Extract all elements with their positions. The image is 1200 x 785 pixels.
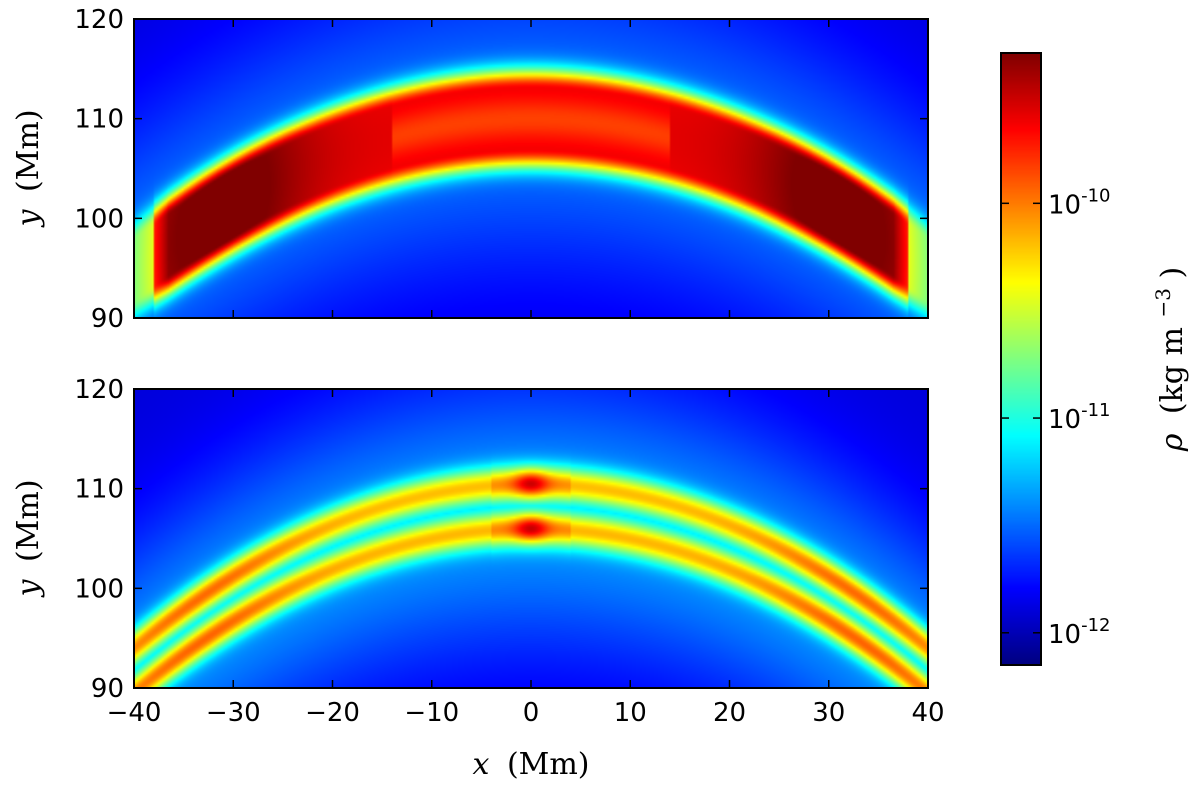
colorbar-label-unit: (kg m [1155, 327, 1190, 414]
top-y-tick-labels: 90 100 110 120 [74, 5, 124, 334]
x-tick-label: −20 [305, 698, 360, 728]
bottom-y-tick-labels: 90 100 110 120 [74, 375, 124, 704]
bottom-y-axis-label: y (Mm) [11, 479, 46, 598]
colorbar-tick-label: 10-10 [1048, 185, 1111, 220]
top-y-tick-label: 110 [74, 105, 124, 135]
top-density-panel: 90 100 110 120 y (Mm) [11, 5, 929, 334]
bottom-y-tick-label: 110 [74, 475, 124, 505]
x-tick-label: −10 [404, 698, 459, 728]
x-tick-label: 0 [523, 698, 540, 728]
colorbar-tick-label: 10-12 [1048, 615, 1111, 650]
x-tick-label: 10 [614, 698, 647, 728]
bottom-density-map [134, 389, 928, 688]
x-tick-label: 40 [911, 698, 944, 728]
colorbar-tick-label: 10-11 [1048, 400, 1111, 435]
colorbar-label-close: ) [1155, 267, 1190, 279]
bottom-y-tick-label: 100 [74, 574, 124, 604]
colorbar: 10-10 10-11 10-12 ρ (kg m −3 ) [1000, 52, 1190, 666]
top-y-tick-label: 90 [91, 304, 124, 334]
colorbar-label: ρ (kg m −3 ) [1143, 267, 1190, 453]
x-tick-label: 20 [713, 698, 746, 728]
top-y-axis-label: y (Mm) [11, 109, 46, 228]
bottom-y-tick-label: 120 [74, 375, 124, 405]
x-tick-label: −40 [107, 698, 162, 728]
x-tick-label: −30 [206, 698, 261, 728]
top-y-tick-label: 100 [74, 204, 124, 234]
colorbar-frame [1000, 52, 1042, 666]
x-axis-unit: (Mm) [507, 747, 590, 782]
top-y-axis-var: y [11, 209, 46, 229]
colorbar-label-symbol: ρ [1155, 433, 1190, 452]
bottom-x-tick-labels: −40 −30 −20 −10 0 10 20 30 40 [107, 698, 945, 728]
top-density-map [134, 19, 928, 318]
colorbar-gradient [1001, 53, 1041, 665]
bottom-y-tick-label: 90 [91, 674, 124, 704]
x-tick-label: 30 [812, 698, 845, 728]
bottom-y-axis-var: y [11, 579, 46, 599]
bottom-ticks [133, 388, 929, 689]
bottom-density-panel: 90 100 110 120 −40 −30 −20 −10 0 10 20 30 40 y (Mm)… [11, 375, 945, 782]
bottom-y-axis-unit: (Mm) [11, 479, 46, 562]
colorbar-ticks: 10-10 10-11 10-12 [1001, 185, 1111, 650]
colorbar-label-exponent: −3 [1151, 288, 1175, 317]
top-ticks [133, 18, 929, 319]
x-axis-var: x [472, 747, 489, 782]
top-y-tick-label: 120 [74, 5, 124, 35]
x-axis-label: x (Mm) [472, 747, 589, 782]
top-y-axis-unit: (Mm) [11, 109, 46, 192]
